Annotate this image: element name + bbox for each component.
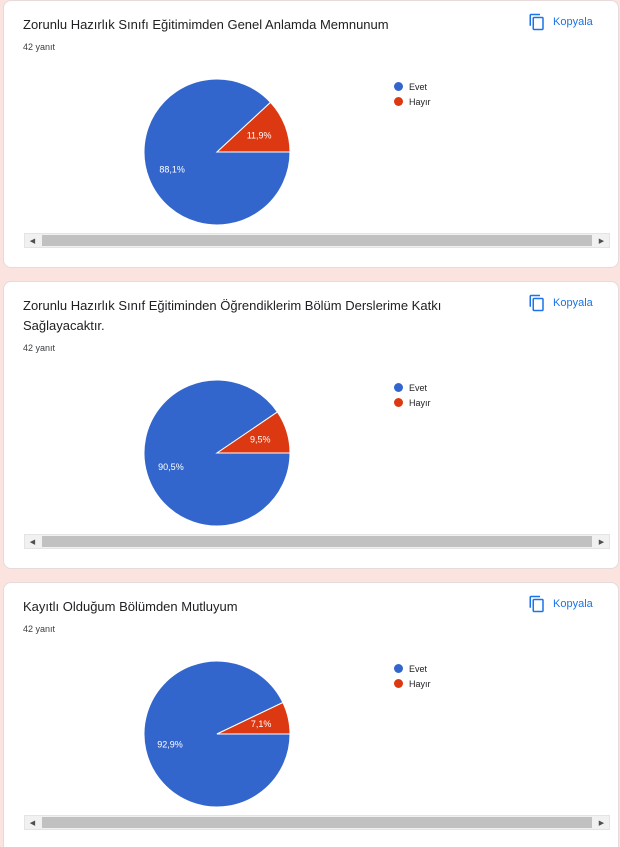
question-card: Zorunlu Hazırlık Sınıf Eğitiminden Öğren… [3,281,619,569]
scroll-right-arrow[interactable]: ▶ [598,237,605,245]
legend-swatch-hayir [394,679,403,688]
scroll-left-arrow[interactable]: ◀ [29,237,36,245]
copy-label: Kopyala [553,297,593,309]
legend-swatch-evet [394,383,403,392]
chart-legend: Evet Hayır [394,661,431,691]
scroll-left-arrow[interactable]: ◀ [29,538,36,546]
chart-legend: Evet Hayır [394,79,431,109]
horizontal-scrollbar[interactable]: ◀ ▶ [24,233,610,248]
legend-label-evet: Evet [409,382,428,393]
question-title: Zorunlu Hazırlık Sınıf Eğitiminden Öğren… [23,298,442,333]
copy-icon [529,595,544,613]
pie-slice-hayir [215,411,291,454]
response-count: 42 yanıt [23,343,56,353]
legend-swatch-hayir [394,97,403,106]
pie-slice-hayir [215,101,291,153]
pie-chart: 90,5% 9,5% [143,379,291,527]
question-title: Kayıtlı Olduğum Bölümden Mutluyum [23,599,238,614]
legend-label-evet: Evet [409,663,428,674]
scroll-right-arrow[interactable]: ▶ [598,819,605,827]
slice-label-evet: 90,5% [158,462,184,472]
horizontal-scrollbar[interactable]: ◀ ▶ [24,815,610,830]
legend-swatch-hayir [394,398,403,407]
response-count: 42 yanıt [23,624,56,634]
question-title: Zorunlu Hazırlık Sınıfı Eğitimimden Gene… [23,17,389,32]
response-count: 42 yanıt [23,42,56,52]
legend-label-hayir: Hayır [409,397,431,408]
legend-item-evet: Evet [394,380,431,395]
legend-item-evet: Evet [394,661,431,676]
pie-chart: 88,1% 11,9% [143,78,291,226]
scroll-thumb[interactable] [42,536,592,547]
copy-label: Kopyala [553,16,593,28]
copy-button[interactable]: Kopyala [528,13,593,31]
question-card: Zorunlu Hazırlık Sınıfı Eğitimimden Gene… [3,0,619,268]
copy-icon [529,13,544,31]
scroll-thumb[interactable] [42,235,592,246]
legend-label-hayir: Hayır [409,678,431,689]
legend-swatch-evet [394,664,403,673]
pie-slice-hayir [216,701,291,735]
copy-button[interactable]: Kopyala [528,294,593,312]
scroll-left-arrow[interactable]: ◀ [29,819,36,827]
scroll-thumb[interactable] [42,817,592,828]
slice-label-hayir: 7,1% [251,719,272,729]
pie-chart: 92,9% 7,1% [143,660,291,808]
chart-legend: Evet Hayır [394,380,431,410]
legend-item-hayir: Hayır [394,395,431,410]
legend-label-hayir: Hayır [409,96,431,107]
legend-item-hayir: Hayır [394,676,431,691]
legend-item-evet: Evet [394,79,431,94]
copy-button[interactable]: Kopyala [528,595,593,613]
slice-label-hayir: 11,9% [247,130,272,140]
slice-label-hayir: 9,5% [250,435,271,445]
scroll-right-arrow[interactable]: ▶ [598,538,605,546]
slice-label-evet: 92,9% [157,740,183,750]
copy-label: Kopyala [553,598,593,610]
copy-icon [529,294,544,312]
slice-label-evet: 88,1% [159,165,185,175]
legend-label-evet: Evet [409,81,428,92]
legend-item-hayir: Hayır [394,94,431,109]
horizontal-scrollbar[interactable]: ◀ ▶ [24,534,610,549]
pie-slice-evet [143,379,291,527]
question-card: Kayıtlı Olduğum Bölümden Mutluyum 42 yan… [3,582,619,847]
legend-swatch-evet [394,82,403,91]
